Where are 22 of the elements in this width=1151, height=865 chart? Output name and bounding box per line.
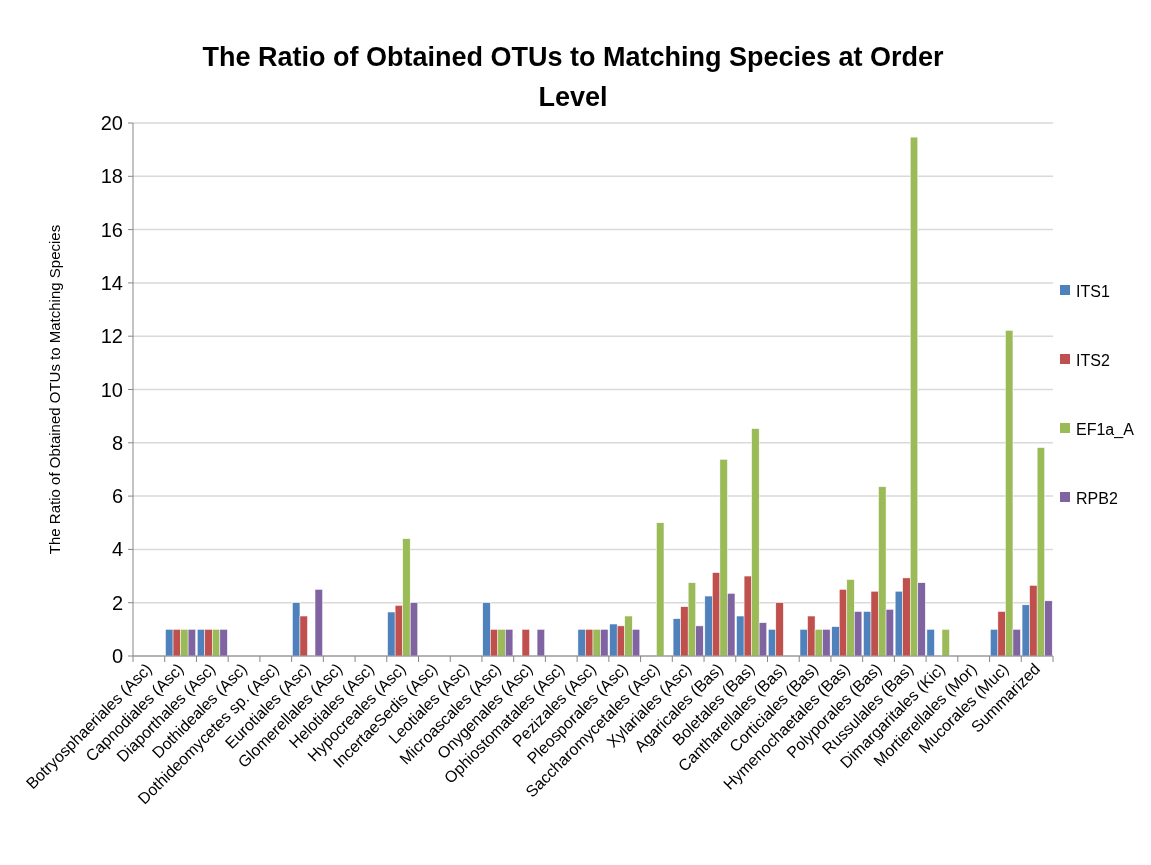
y-tick-label: 0 — [111, 645, 123, 667]
y-tick-label: 14 — [100, 271, 123, 294]
y-axis-title: The Ratio of Obtained OTUs to Matching Species — [46, 224, 63, 555]
bar — [941, 629, 950, 657]
bar — [536, 629, 545, 657]
legend-label: ITS2 — [1076, 351, 1110, 369]
bar — [314, 589, 323, 657]
y-tick-label: 10 — [100, 378, 123, 401]
y-tick-label: 16 — [100, 218, 123, 241]
y-tick-label: 20 — [100, 112, 123, 134]
y-tick-label: 8 — [111, 431, 123, 454]
y-tick-label: 18 — [100, 165, 123, 188]
y-tick-label: 2 — [111, 591, 123, 614]
y-tick-label: 6 — [111, 485, 123, 508]
legend-label: RPB2 — [1076, 489, 1118, 507]
chart-title: The Ratio of Obtained OTUs to Matching Species at Order Level — [202, 42, 945, 112]
bar — [521, 629, 530, 657]
legend-label: ITS1 — [1076, 282, 1110, 300]
bar — [656, 522, 665, 657]
y-tick-label: 4 — [111, 538, 123, 561]
legend-label: EF1a_A — [1076, 420, 1135, 439]
y-tick-label: 12 — [100, 325, 123, 348]
